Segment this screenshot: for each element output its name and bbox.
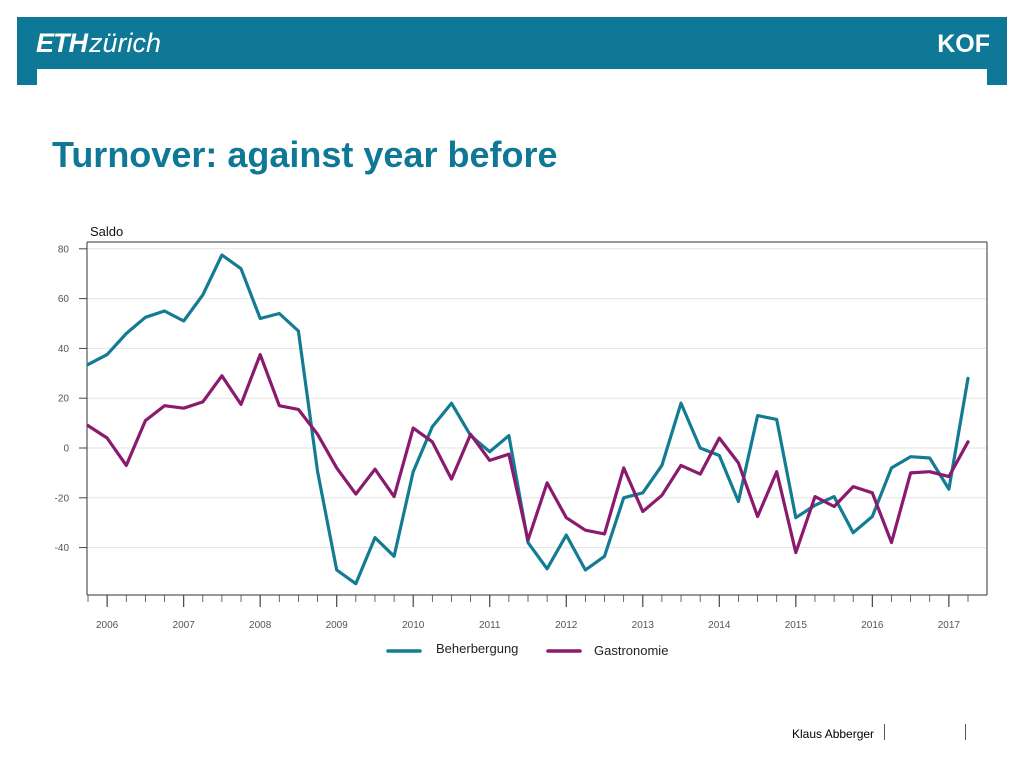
logo-eth-bold: ETH <box>36 28 88 58</box>
y-tick-label: -20 <box>55 493 70 504</box>
y-axis-label: Saldo <box>90 224 123 239</box>
legend-label-beherbergung: Beherbergung <box>436 641 518 656</box>
y-tick-label: 80 <box>58 244 70 255</box>
series-line-gastronomie <box>86 353 970 555</box>
footer-separator <box>884 724 885 740</box>
header-tab-right <box>987 69 1007 85</box>
x-tick-label: 2007 <box>173 620 196 631</box>
y-tick-label: 0 <box>63 444 69 455</box>
x-tick-label: 2012 <box>555 620 578 631</box>
y-tick-label: 20 <box>58 394 70 405</box>
eth-zurich-logo: ETHzürich <box>36 27 161 59</box>
header-tab-left <box>17 69 37 85</box>
legend-label-gastronomie: Gastronomie <box>594 643 668 658</box>
x-tick-label: 2010 <box>402 620 425 631</box>
x-tick-label: 2017 <box>938 620 961 631</box>
x-tick-label: 2016 <box>861 620 884 631</box>
x-tick-label: 2008 <box>249 620 272 631</box>
x-tick-label: 2014 <box>708 620 731 631</box>
page-title: Turnover: against year before <box>52 134 558 175</box>
y-tick-label: 60 <box>58 294 70 305</box>
series-line-beherbergung <box>86 253 970 586</box>
turnover-line-chart: 80 60 40 20 0 -20 -40 Saldo 2006 2007 2008 2009 2010… <box>55 224 988 658</box>
x-tick-label: 2011 <box>479 620 501 631</box>
x-tick-label: 2006 <box>96 620 119 631</box>
kof-logo: KOF <box>937 30 990 58</box>
footer-author: Klaus Abberger <box>792 727 875 741</box>
header-bar <box>17 17 1007 69</box>
y-tick-label: 40 <box>58 344 70 355</box>
y-tick-label: -40 <box>55 543 70 554</box>
x-tick-label: 2013 <box>632 620 655 631</box>
footer-separator <box>965 724 966 740</box>
x-tick-label: 2015 <box>785 620 808 631</box>
logo-eth-rest: zürich <box>89 28 162 58</box>
x-tick-label: 2009 <box>326 620 349 631</box>
